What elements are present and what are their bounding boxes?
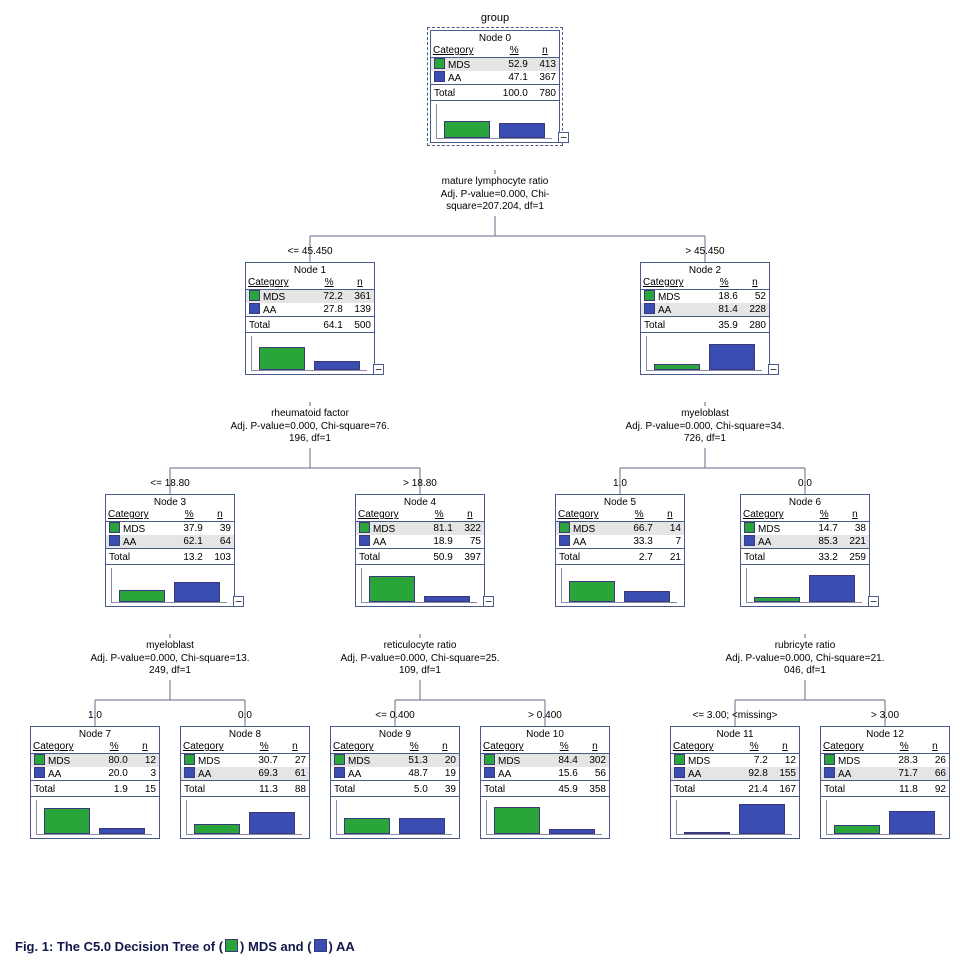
node-category-table: Category%nMDS84.4302AA15.656Total45.9358 [481,741,609,796]
caption-text: ) AA [329,939,355,954]
node-title: Node 7 [31,727,159,741]
node-title: Node 12 [821,727,949,741]
node-title: Node 3 [106,495,234,509]
split-condition-label: <= 45.450 [240,246,380,259]
split-condition-label: > 0.400 [475,710,615,723]
node-bar-chart [556,564,684,606]
figure-caption: Fig. 1: The C5.0 Decision Tree of ( ) MDS… [15,939,355,954]
aa-swatch-icon [314,939,327,952]
node-bar-chart [246,332,374,374]
node-category-table: Category%nMDS30.727AA69.361Total11.388 [181,741,309,796]
tree-node-4: Node 4Category%nMDS81.1322AA18.975Total5… [355,494,485,607]
collapse-icon[interactable]: − [233,596,244,607]
split-condition-label: > 3.00 [815,710,955,723]
node-title: Node 5 [556,495,684,509]
split-condition-label: 0.0 [735,478,875,491]
tree-node-6: Node 6Category%nMDS14.738AA85.3221Total3… [740,494,870,607]
node-category-table: Category%nMDS18.652AA81.4228Total35.9280 [641,277,769,332]
collapse-icon[interactable]: − [483,596,494,607]
node-title: Node 8 [181,727,309,741]
split-condition-label: <= 18.80 [100,478,240,491]
collapse-icon[interactable]: − [868,596,879,607]
split-label: reticulocyte ratio Adj. P-value=0.000, C… [310,640,530,678]
tree-node-12: Node 12Category%nMDS28.326AA71.766Total1… [820,726,950,839]
node-category-table: Category%nMDS14.738AA85.3221Total33.2259 [741,509,869,564]
node-category-table: Category%nMDS66.714AA33.37Total2.721 [556,509,684,564]
node-bar-chart [331,796,459,838]
node-title: Node 10 [481,727,609,741]
node-title: Node 6 [741,495,869,509]
node-category-table: Category%nMDS80.012AA20.03Total1.915 [31,741,159,796]
collapse-icon[interactable]: − [768,364,779,375]
split-label: mature lymphocyte ratio Adj. P-value=0.0… [385,176,605,214]
split-condition-label: > 45.450 [635,246,775,259]
tree-node-0: Node 0Category%nMDS52.9413AA47.1367Total… [430,30,560,143]
split-condition-label: 1.0 [550,478,690,491]
node-category-table: Category%nMDS72.2361AA27.8139Total64.150… [246,277,374,332]
collapse-icon[interactable]: − [373,364,384,375]
split-label: rubricyte ratio Adj. P-value=0.000, Chi-… [695,640,915,678]
split-condition-label: > 18.80 [350,478,490,491]
caption-text: Fig. 1: The C5.0 Decision Tree of ( [15,939,223,954]
node-category-table: Category%nMDS7.212AA92.8155Total21.4167 [671,741,799,796]
split-label: myeloblast Adj. P-value=0.000, Chi-squar… [595,408,815,446]
tree-node-7: Node 7Category%nMDS80.012AA20.03Total1.9… [30,726,160,839]
node-category-table: Category%nMDS51.320AA48.719Total5.039 [331,741,459,796]
node-title: Node 2 [641,263,769,277]
tree-node-8: Node 8Category%nMDS30.727AA69.361Total11… [180,726,310,839]
node-bar-chart [821,796,949,838]
tree-node-3: Node 3Category%nMDS37.939AA62.164Total13… [105,494,235,607]
node-bar-chart [671,796,799,838]
node-bar-chart [741,564,869,606]
collapse-icon[interactable]: − [558,132,569,143]
node-category-table: Category%nMDS37.939AA62.164Total13.2103 [106,509,234,564]
node-title: Node 11 [671,727,799,741]
node-bar-chart [181,796,309,838]
node-bar-chart [106,564,234,606]
split-condition-label: 1.0 [25,710,165,723]
node-bar-chart [431,100,559,142]
mds-swatch-icon [225,939,238,952]
tree-node-9: Node 9Category%nMDS51.320AA48.719Total5.… [330,726,460,839]
tree-node-5: Node 5Category%nMDS66.714AA33.37Total2.7… [555,494,685,607]
node-title: Node 9 [331,727,459,741]
node-bar-chart [641,332,769,374]
tree-node-10: Node 10Category%nMDS84.4302AA15.656Total… [480,726,610,839]
tree-node-1: Node 1Category%nMDS72.2361AA27.8139Total… [245,262,375,375]
node-category-table: Category%nMDS52.9413AA47.1367Total100.07… [431,45,559,100]
tree-node-2: Node 2Category%nMDS18.652AA81.4228Total3… [640,262,770,375]
decision-tree-canvas: Fig. 1: The C5.0 Decision Tree of ( ) MDS… [0,0,968,969]
tree-root-label: group [445,12,545,26]
node-bar-chart [31,796,159,838]
node-category-table: Category%nMDS81.1322AA18.975Total50.9397 [356,509,484,564]
caption-text: ) MDS and ( [240,939,312,954]
node-bar-chart [481,796,609,838]
node-title: Node 1 [246,263,374,277]
split-condition-label: 0.0 [175,710,315,723]
node-category-table: Category%nMDS28.326AA71.766Total11.892 [821,741,949,796]
split-condition-label: <= 3.00; <missing> [665,710,805,723]
tree-node-11: Node 11Category%nMDS7.212AA92.8155Total2… [670,726,800,839]
node-title: Node 4 [356,495,484,509]
split-label: myeloblast Adj. P-value=0.000, Chi-squar… [60,640,280,678]
split-condition-label: <= 0.400 [325,710,465,723]
node-title: Node 0 [431,31,559,45]
split-label: rheumatoid factor Adj. P-value=0.000, Ch… [200,408,420,446]
node-bar-chart [356,564,484,606]
